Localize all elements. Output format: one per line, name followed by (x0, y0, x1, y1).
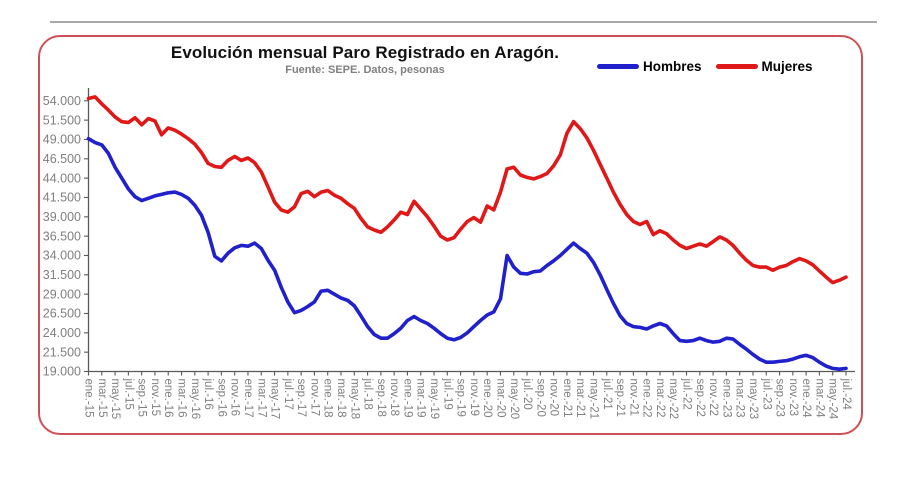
svg-text:29.000: 29.000 (43, 287, 81, 301)
svg-text:sep.-15: sep.-15 (136, 379, 148, 417)
svg-text:may.-20: may.-20 (508, 379, 520, 420)
svg-text:31.500: 31.500 (43, 268, 81, 282)
svg-text:may.-21: may.-21 (588, 379, 600, 420)
svg-text:jul.-17: jul.-17 (282, 378, 294, 410)
svg-text:mar.-15: mar.-15 (96, 379, 108, 418)
svg-text:jul.-19: jul.-19 (441, 378, 453, 410)
svg-text:mar.-16: mar.-16 (176, 379, 188, 418)
svg-text:ene.-20: ene.-20 (481, 379, 493, 418)
svg-text:may.-23: may.-23 (747, 379, 759, 420)
svg-text:mar.-20: mar.-20 (494, 379, 506, 418)
svg-text:49.000: 49.000 (43, 133, 81, 147)
svg-text:jul.-16: jul.-16 (202, 378, 214, 410)
svg-text:ene.-21: ene.-21 (561, 379, 573, 418)
svg-text:jul.-22: jul.-22 (681, 378, 693, 410)
svg-text:sep.-23: sep.-23 (774, 379, 786, 417)
svg-text:may.-15: may.-15 (109, 379, 121, 420)
svg-text:mar.-24: mar.-24 (813, 379, 825, 419)
svg-text:mar.-19: mar.-19 (415, 379, 427, 418)
svg-text:34.000: 34.000 (43, 249, 81, 263)
svg-text:46.500: 46.500 (43, 152, 81, 166)
legend-label-hombres: Hombres (643, 58, 702, 74)
svg-text:ene.-22: ene.-22 (641, 379, 653, 418)
svg-text:mar.-23: mar.-23 (734, 379, 746, 418)
svg-text:jul.-20: jul.-20 (521, 378, 533, 410)
svg-text:jul.-21: jul.-21 (601, 378, 613, 410)
chart-subtitle: Fuente: SEPE. Datos, pesonas (285, 64, 445, 76)
svg-text:24.000: 24.000 (43, 326, 81, 340)
legend-item-hombres: Hombres (597, 59, 702, 74)
svg-text:nov.-19: nov.-19 (468, 379, 480, 417)
svg-text:nov.-16: nov.-16 (229, 379, 241, 417)
mujeres-line-swatch (715, 63, 758, 69)
svg-text:sep.-21: sep.-21 (614, 379, 626, 417)
svg-text:nov.-15: nov.-15 (149, 379, 161, 417)
svg-text:ene.-19: ene.-19 (401, 379, 413, 418)
svg-text:jul.-24: jul.-24 (840, 378, 852, 411)
svg-text:ene.-17: ene.-17 (242, 379, 254, 418)
top-rule (50, 21, 877, 23)
hombres-line-swatch (597, 63, 639, 69)
svg-text:may.-19: may.-19 (428, 379, 440, 420)
svg-text:44.000: 44.000 (43, 171, 81, 185)
svg-text:51.500: 51.500 (43, 113, 81, 127)
svg-text:sep.-20: sep.-20 (534, 379, 546, 417)
chart-border (38, 35, 863, 435)
svg-text:may.-22: may.-22 (667, 379, 679, 420)
svg-text:jul.-23: jul.-23 (760, 378, 772, 410)
legend-item-mujeres: Mujeres (715, 58, 813, 74)
svg-text:may.-18: may.-18 (348, 379, 360, 420)
svg-text:jul.-18: jul.-18 (362, 378, 374, 410)
svg-text:39.000: 39.000 (43, 210, 81, 224)
svg-text:19.000: 19.000 (43, 365, 81, 379)
svg-text:ene.-15: ene.-15 (83, 379, 95, 418)
svg-text:mar.-21: mar.-21 (574, 379, 586, 418)
svg-text:sep.-19: sep.-19 (455, 379, 467, 417)
svg-text:mar.-22: mar.-22 (654, 379, 666, 418)
svg-text:26.500: 26.500 (43, 307, 81, 321)
svg-text:21.500: 21.500 (43, 345, 81, 359)
svg-text:may.-24: may.-24 (827, 379, 839, 420)
svg-text:may.-17: may.-17 (269, 379, 281, 420)
svg-text:jul.-15: jul.-15 (122, 378, 134, 410)
svg-text:nov.-17: nov.-17 (308, 379, 320, 417)
svg-text:nov.-18: nov.-18 (388, 379, 400, 417)
chart-title: Evolución mensual Paro Registrado en Ara… (170, 43, 560, 62)
svg-text:ene.-18: ene.-18 (322, 379, 334, 418)
svg-text:ene.-16: ene.-16 (162, 379, 174, 418)
svg-text:sep.-17: sep.-17 (295, 379, 307, 417)
svg-text:mar.-17: mar.-17 (255, 379, 267, 418)
svg-text:ene.-23: ene.-23 (720, 379, 732, 418)
svg-text:41.500: 41.500 (43, 191, 81, 205)
svg-text:may.-16: may.-16 (189, 379, 201, 420)
svg-text:sep.-16: sep.-16 (215, 379, 227, 417)
legend-label-mujeres: Mujeres (761, 58, 813, 74)
svg-text:sep.-22: sep.-22 (694, 379, 706, 417)
svg-text:nov.-20: nov.-20 (548, 379, 560, 417)
svg-text:nov.-22: nov.-22 (707, 379, 719, 417)
svg-text:nov.-21: nov.-21 (627, 379, 639, 417)
svg-text:54.000: 54.000 (43, 94, 81, 108)
svg-text:mar.-18: mar.-18 (335, 379, 347, 418)
svg-text:nov.-23: nov.-23 (787, 379, 799, 417)
svg-text:ene.-24: ene.-24 (800, 379, 812, 419)
svg-text:36.500: 36.500 (43, 229, 81, 243)
svg-text:sep.-18: sep.-18 (375, 379, 387, 417)
legend: Hombres Mujeres (597, 56, 813, 76)
